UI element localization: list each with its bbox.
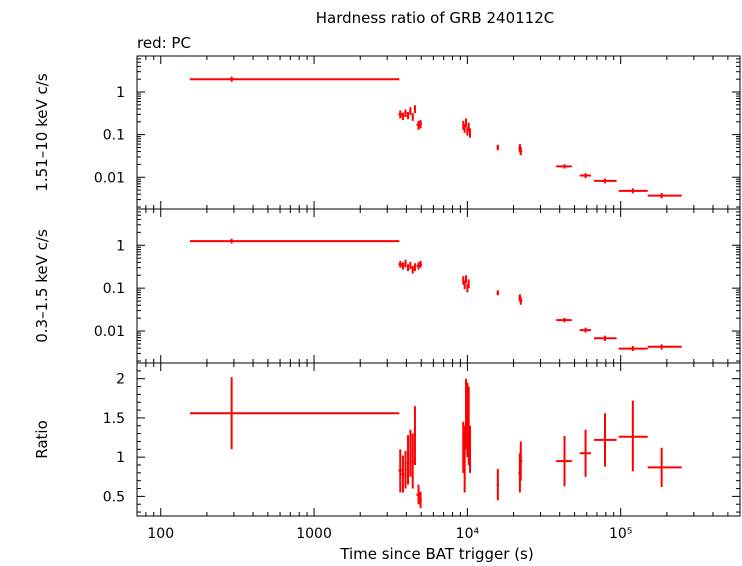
data-point [556, 164, 572, 169]
chart-subtitle: red: PC [137, 34, 191, 52]
data-point [401, 262, 405, 270]
y-tick-label: 2 [116, 372, 125, 388]
panel-frame-ratio [136, 362, 741, 517]
chart-panels: 1 0.1 0.01 1.51–10 keV c/s 1 0.1 0.01 0.3–1.5 k… [33, 55, 741, 542]
data-point [406, 435, 410, 485]
data-point [594, 178, 617, 184]
data-point [647, 192, 682, 199]
data-point [406, 264, 410, 272]
y-axis-label-ratio: Ratio [33, 420, 51, 459]
data-point [467, 279, 470, 289]
y-axis-label-hard: 1.51–10 keV c/s [33, 73, 51, 191]
y-tick-label: 1 [116, 450, 125, 466]
data-point [189, 76, 400, 82]
data-point [519, 146, 523, 156]
data-point [404, 259, 407, 268]
data-point [647, 447, 682, 487]
y-axis-label-soft: 0.3–1.5 keV c/s [33, 229, 51, 343]
data-point [411, 113, 414, 121]
y-tick-label: 0.1 [103, 128, 125, 144]
data-point [556, 317, 572, 323]
x-tick-label: 100 [147, 526, 174, 542]
data-point [496, 144, 500, 151]
data-point [579, 173, 591, 179]
data-point [468, 425, 471, 473]
y-tick-label: 0.5 [103, 489, 125, 505]
panel-ratio: 2 1.5 1 0.5 Ratio [33, 362, 741, 517]
data-point [594, 413, 617, 467]
data-point [404, 109, 407, 117]
data-point [579, 327, 591, 333]
y-tick-label: 0.1 [103, 281, 125, 297]
y-tick-label: 0.01 [94, 170, 125, 186]
y-tick-label: 1 [116, 85, 125, 101]
data-point [419, 120, 422, 129]
y-tick-label: 0.01 [94, 324, 125, 340]
data-point [404, 450, 407, 489]
x-tick-label: 1000 [296, 526, 332, 542]
data-point [496, 468, 500, 501]
data-point [463, 123, 466, 133]
data-point [398, 449, 403, 493]
x-tick-label: 10⁵ [609, 526, 632, 542]
data-point [419, 260, 422, 268]
chart-title: Hardness ratio of GRB 240112C [316, 9, 554, 27]
data-point [413, 406, 416, 465]
data-point [519, 441, 523, 481]
panel-hard: 1 0.1 0.01 1.51–10 keV c/s [33, 55, 741, 210]
data-point [618, 400, 648, 472]
data-point [409, 107, 412, 115]
data-point [556, 435, 572, 487]
data-point [411, 433, 414, 489]
data-point [401, 112, 405, 121]
data-point [398, 260, 403, 268]
data-point [496, 290, 500, 296]
data-point [468, 128, 471, 138]
data-point [463, 425, 466, 493]
data-point [409, 429, 412, 477]
data-point [411, 265, 414, 274]
data-point [465, 118, 468, 128]
x-axis-label: Time since BAT trigger (s) [339, 545, 533, 563]
data-point [406, 111, 410, 120]
data-point [618, 188, 648, 194]
data-point [647, 344, 682, 350]
data-point [463, 280, 466, 290]
x-tick-label: 10⁴ [456, 526, 480, 542]
data-point [594, 335, 617, 341]
data-point [413, 105, 416, 114]
data-point [618, 345, 648, 352]
data-point [579, 429, 591, 477]
data-point [465, 275, 468, 284]
data-point [419, 491, 422, 509]
data-point [519, 297, 523, 305]
data-point [401, 455, 405, 493]
data-point [189, 377, 400, 450]
data-point [409, 261, 412, 269]
data-point [189, 238, 400, 244]
data-point [413, 263, 416, 272]
y-tick-label: 1 [116, 238, 125, 254]
data-point [398, 110, 403, 119]
y-tick-label: 1.5 [103, 411, 125, 427]
data-point [467, 122, 470, 132]
